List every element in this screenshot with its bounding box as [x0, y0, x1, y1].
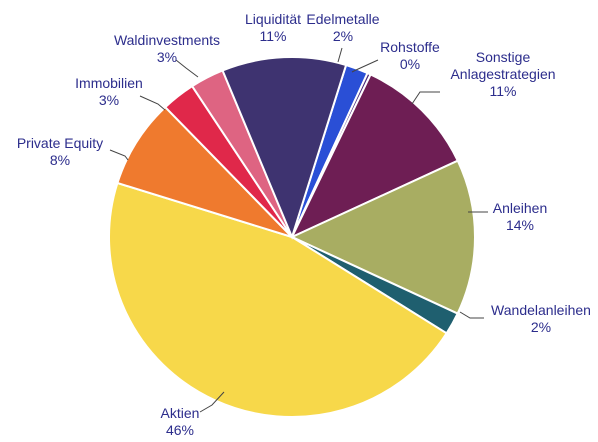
leader-line-edelmetalle [337, 47, 343, 63]
leader-line-sonstige-anlagestrategien [411, 91, 440, 105]
slice-label-liquidit-t: Liquidität 11% [245, 11, 301, 44]
slice-label-private-equity: Private Equity 8% [17, 135, 103, 168]
slice-label-edelmetalle: Edelmetalle 2% [306, 11, 379, 44]
pie-slice-sonstige-anlagestrategien [289, 73, 460, 240]
leader-line-immobilien [139, 95, 166, 111]
slice-percent-liquidit-t: 11% [260, 28, 287, 44]
slice-percent-edelmetalle: 2% [333, 28, 353, 44]
slice-percent-anleihen: 14% [506, 217, 534, 233]
slice-label-sonstige-anlagestrategien: Sonstige Anlagestrategien 11% [450, 49, 555, 99]
leader-line-wandelanleihen [459, 311, 484, 319]
slice-percent-rohstoffe: 0% [400, 56, 420, 72]
slices-layer [107, 56, 476, 418]
pie-slice-aktien [107, 181, 448, 418]
slice-percent-immobilien: 3% [99, 92, 119, 108]
slice-percent-sonstige-anlagestrategien: 11% [490, 83, 517, 99]
slice-percent-aktien: 46% [166, 422, 194, 437]
slice-label-rohstoffe: Rohstoffe 0% [380, 39, 440, 72]
pie-slice-liquidit-t [221, 56, 348, 240]
slice-percent-private-equity: 8% [50, 152, 70, 168]
slice-label-anleihen: Anleihen 14% [493, 200, 548, 233]
slice-label-aktien: Aktien 46% [161, 405, 200, 437]
labels-layer: Edelmetalle 2%Rohstoffe 0% Sonstige Anlagest… [17, 11, 591, 438]
slice-label-wandelanleihen: Wandelanleihen 2% [491, 302, 591, 335]
slice-percent-wandelanleihen: 2% [531, 319, 551, 335]
leader-line-waldinvestments [175, 59, 199, 78]
leader-line-private-equity [109, 149, 129, 161]
leader-line-aktien [199, 391, 225, 413]
slice-percent-waldinvestments: 3% [157, 49, 177, 65]
pie-slice-anleihen [289, 159, 476, 315]
slice-label-immobilien: Immobilien 3% [75, 75, 143, 108]
pie-slice-private-equity [116, 105, 293, 238]
slice-label-waldinvestments: Waldinvestments 3% [114, 32, 220, 65]
leader-line-rohstoffe [351, 59, 379, 73]
leader-lines-layer [109, 47, 488, 413]
